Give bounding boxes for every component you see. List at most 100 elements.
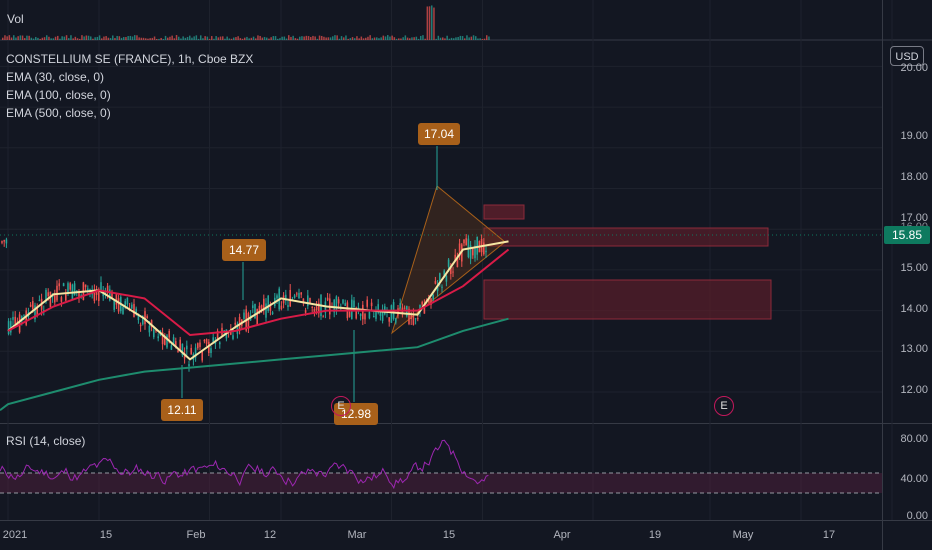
- currency-button[interactable]: USD: [890, 46, 924, 66]
- candle-body: [12, 317, 14, 320]
- volume-bar: [239, 38, 242, 40]
- volume-bar: [213, 38, 215, 40]
- candle-body: [355, 307, 357, 319]
- candle-body: [421, 301, 423, 305]
- candle-body: [76, 290, 78, 292]
- candle-body: [318, 302, 320, 314]
- volume-bar: [358, 38, 360, 40]
- volume-bar: [208, 38, 211, 40]
- candle-body: [60, 297, 63, 302]
- candle-body: [309, 298, 311, 304]
- price-callout[interactable]: 12.11: [161, 399, 203, 421]
- price-tick: 18.00: [900, 171, 928, 183]
- candle-body: [170, 345, 173, 350]
- candle-body: [201, 351, 203, 361]
- volume-bar: [479, 38, 481, 40]
- volume-bar: [299, 36, 301, 40]
- volume-bar: [61, 36, 63, 40]
- candle-body: [65, 294, 67, 301]
- volume-bar: [439, 37, 442, 40]
- volume-bar: [325, 37, 327, 40]
- candle-body: [7, 321, 10, 334]
- candle-body: [307, 295, 309, 307]
- rsi-tick: 80.00: [900, 433, 928, 445]
- candle-body: [131, 304, 133, 309]
- volume-bar: [314, 36, 316, 40]
- volume-bar: [189, 35, 191, 40]
- candle-body: [236, 323, 239, 334]
- volume-bar: [46, 35, 48, 40]
- indicator-ema30[interactable]: EMA (30, close, 0): [6, 70, 105, 84]
- volume-bar: [65, 35, 68, 40]
- volume-bar: [235, 37, 237, 40]
- volume-bar: [409, 38, 411, 40]
- candle-body: [417, 318, 419, 320]
- candle-body: [298, 292, 300, 299]
- volume-bar: [426, 6, 429, 40]
- volume-bar: [294, 38, 297, 40]
- time-tick: 19: [648, 529, 662, 541]
- candle-body: [265, 303, 267, 318]
- volume-bar: [85, 35, 88, 40]
- price-callout[interactable]: 17.04: [418, 123, 460, 145]
- volume-bar: [351, 37, 354, 40]
- volume-bar: [2, 37, 4, 40]
- volume-bar: [360, 36, 363, 40]
- volume-bar: [475, 36, 477, 40]
- price-callout[interactable]: 14.77: [222, 239, 266, 261]
- volume-bar: [182, 36, 184, 40]
- volume-bar: [466, 35, 468, 40]
- volume-bar: [250, 37, 253, 40]
- volume-bar: [228, 38, 231, 40]
- volume-bar: [217, 37, 220, 40]
- volume-bar: [461, 36, 464, 40]
- volume-bar: [70, 35, 72, 40]
- candle-body: [113, 300, 115, 310]
- candle-body: [304, 310, 307, 313]
- candle-body: [432, 294, 434, 300]
- volume-bar: [17, 36, 19, 40]
- candle-body: [14, 316, 16, 324]
- rsi-label[interactable]: RSI (14, close): [6, 434, 86, 448]
- time-tick: 15: [442, 529, 456, 541]
- volume-bar: [83, 36, 85, 40]
- candle-body: [353, 300, 355, 308]
- candle-body: [216, 331, 219, 340]
- volume-bar: [338, 38, 341, 40]
- candle-body: [153, 329, 155, 338]
- candle-body: [342, 299, 344, 304]
- volume-bar: [237, 36, 239, 40]
- candle-body: [397, 308, 399, 316]
- volume-bar: [156, 38, 158, 40]
- candle-body: [485, 250, 487, 253]
- candle-body: [463, 239, 465, 244]
- candle-body: [164, 335, 166, 345]
- candle-body: [243, 312, 245, 319]
- volume-bar: [305, 35, 308, 40]
- volume-bar: [382, 35, 385, 40]
- volume-bar: [114, 38, 116, 40]
- volume-bar: [195, 35, 198, 40]
- volume-bar: [76, 38, 79, 40]
- candle-body: [333, 299, 335, 313]
- volume-bar: [446, 35, 448, 40]
- earnings-marker[interactable]: E: [714, 396, 734, 416]
- candle-body: [410, 313, 412, 320]
- volume-bar: [72, 38, 74, 40]
- volume-bar: [57, 35, 59, 40]
- candle-body: [434, 281, 437, 284]
- indicator-ema100[interactable]: EMA (100, close, 0): [6, 88, 111, 102]
- volume-bar: [477, 38, 479, 40]
- candle-body: [10, 321, 12, 333]
- volume-bar: [457, 36, 459, 40]
- volume-bar: [343, 37, 345, 40]
- volume-bar: [164, 35, 167, 40]
- volume-bar: [191, 37, 193, 40]
- candle-body: [326, 297, 329, 301]
- candle-body: [155, 330, 157, 332]
- earnings-marker[interactable]: E: [331, 396, 351, 416]
- candle-body: [190, 348, 192, 355]
- indicator-ema500[interactable]: EMA (500, close, 0): [6, 106, 111, 120]
- symbol-title[interactable]: CONSTELLIUM SE (FRANCE), 1h, Cboe BZX: [6, 52, 254, 66]
